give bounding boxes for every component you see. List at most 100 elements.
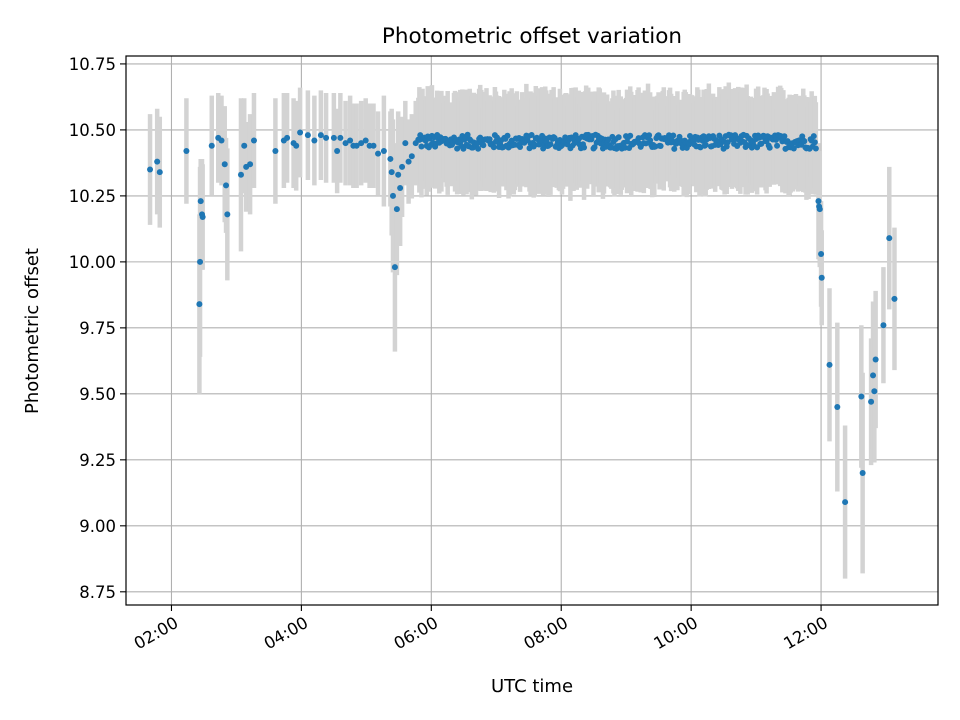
data-point (810, 133, 817, 140)
data-point (221, 161, 228, 168)
data-point (317, 132, 324, 139)
data-point (237, 171, 244, 178)
data-point (886, 235, 893, 242)
data-point (811, 139, 818, 146)
data-point (388, 169, 395, 176)
data-point (208, 142, 215, 149)
data-point (358, 140, 365, 147)
data-point (418, 143, 425, 150)
data-point (330, 134, 337, 141)
axes-frame (125, 55, 939, 606)
data-point (774, 142, 781, 149)
data-point (464, 131, 471, 138)
data-point (391, 264, 398, 271)
data-point (362, 137, 369, 144)
data-point (657, 142, 664, 149)
data-point (826, 361, 833, 368)
data-point (871, 388, 878, 395)
data-point (891, 295, 898, 302)
data-point (247, 161, 254, 168)
data-point (646, 132, 653, 139)
data-point (337, 134, 344, 141)
y-tick-label: 9.00 (79, 517, 116, 536)
data-point (156, 169, 163, 176)
y-tick-label: 8.75 (79, 583, 116, 602)
data-point (370, 142, 377, 149)
data-point (250, 137, 257, 144)
data-point (868, 398, 875, 405)
data-point (405, 158, 412, 165)
y-tick-label: 10.25 (69, 187, 116, 206)
data-point (334, 148, 341, 155)
y-tick-label: 9.25 (79, 451, 116, 470)
chart-title: Photometric offset variation (382, 24, 682, 49)
data-point (199, 214, 206, 221)
data-point (389, 192, 396, 199)
data-point (531, 141, 538, 148)
data-point (395, 171, 402, 178)
data-point (818, 250, 825, 257)
data-point (393, 206, 400, 213)
data-point (297, 129, 304, 136)
data-point (834, 404, 841, 411)
data-point (859, 470, 866, 477)
data-point (196, 301, 203, 308)
data-point (815, 198, 822, 205)
data-point (766, 144, 773, 151)
data-point (504, 132, 511, 139)
data-point (581, 144, 588, 151)
error-bars (147, 82, 897, 579)
data-point (642, 140, 649, 147)
data-point (702, 141, 709, 148)
data-point (223, 182, 230, 189)
x-axis-label: UTC time (491, 676, 573, 697)
data-point (790, 145, 797, 152)
data-point (197, 258, 204, 265)
data-point (353, 142, 360, 149)
data-point (551, 135, 558, 142)
data-point (399, 163, 406, 170)
data-points (147, 129, 898, 506)
data-point (183, 148, 190, 155)
data-point (627, 132, 634, 139)
data-point (293, 142, 300, 149)
data-point (304, 132, 311, 139)
data-point (781, 133, 788, 140)
data-point (224, 211, 231, 218)
data-point (323, 134, 330, 141)
y-axis-label: Photometric offset (22, 248, 43, 414)
y-tick-label: 10.75 (69, 55, 116, 74)
data-point (870, 372, 877, 379)
data-point (842, 499, 849, 506)
data-point (347, 137, 354, 144)
data-point (241, 142, 248, 149)
y-tick-label: 9.50 (79, 385, 116, 404)
data-point (375, 150, 382, 157)
data-point (801, 138, 808, 145)
data-point (475, 145, 482, 152)
data-point (486, 136, 493, 143)
data-point (387, 155, 394, 162)
data-point (880, 322, 887, 329)
data-point (490, 144, 497, 151)
data-point (284, 134, 291, 141)
data-point (480, 142, 487, 149)
data-point (218, 137, 225, 144)
data-point (272, 148, 279, 155)
data-point (397, 184, 404, 191)
data-point (872, 356, 879, 363)
data-point (408, 153, 415, 160)
data-point (311, 137, 318, 144)
data-point (547, 141, 554, 148)
data-point (818, 274, 825, 281)
data-point (154, 158, 161, 165)
data-point (197, 198, 204, 205)
data-point (528, 132, 535, 139)
data-point (342, 140, 349, 147)
data-point (615, 134, 622, 141)
data-point (147, 166, 154, 173)
data-point (812, 145, 819, 152)
y-tick-label: 9.75 (79, 319, 116, 338)
data-point (517, 144, 524, 151)
